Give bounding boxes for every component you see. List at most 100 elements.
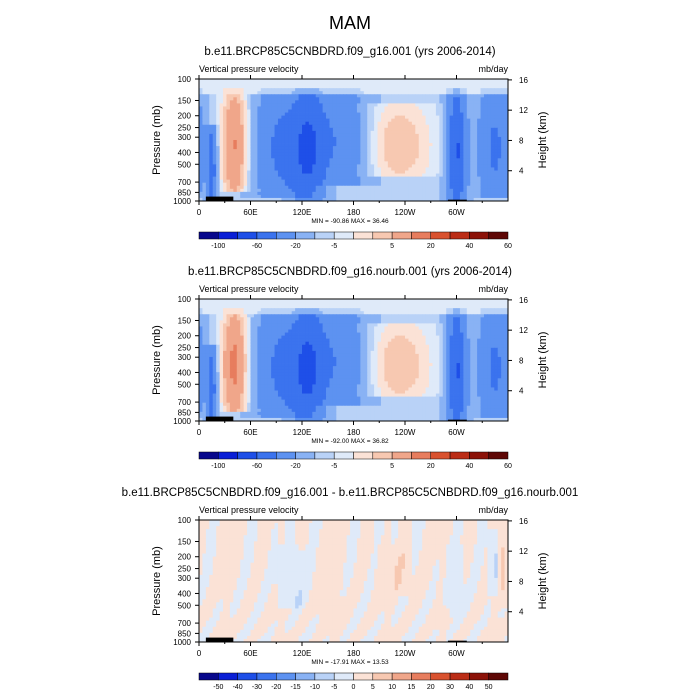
field-cell xyxy=(380,100,385,104)
field-cell xyxy=(504,130,509,135)
field-cell xyxy=(257,85,262,89)
field-cell xyxy=(459,314,464,318)
field-cell xyxy=(435,161,440,165)
field-cell xyxy=(205,143,210,147)
field-cell xyxy=(267,112,272,116)
field-cell xyxy=(253,79,258,83)
field-cell xyxy=(350,179,354,184)
field-cell xyxy=(453,109,457,113)
field-cell xyxy=(281,146,286,150)
field-cell xyxy=(446,155,451,159)
field-cell xyxy=(483,85,488,89)
field-cell xyxy=(339,133,344,138)
field-cell xyxy=(332,133,337,138)
field-cell xyxy=(487,133,492,138)
field-cell xyxy=(336,88,341,92)
field-cell xyxy=(291,167,296,171)
field-cell xyxy=(480,133,485,138)
field-cell xyxy=(387,302,392,306)
field-cell xyxy=(439,82,444,86)
field-cell xyxy=(418,133,423,138)
field-cell xyxy=(463,179,468,184)
field-cell xyxy=(466,97,471,101)
field-cell xyxy=(253,332,258,336)
field-cell xyxy=(356,176,361,181)
colorbar-swatch xyxy=(449,231,470,240)
field-cell xyxy=(490,106,495,110)
field-cell xyxy=(209,97,214,101)
field-cell xyxy=(435,146,440,150)
field-cell xyxy=(487,91,492,95)
field-cell xyxy=(473,182,478,187)
field-cell xyxy=(202,115,207,120)
field-cell xyxy=(326,167,330,171)
field-cell xyxy=(312,136,317,141)
field-cell xyxy=(216,100,220,104)
field-cell xyxy=(308,149,313,153)
field-cell xyxy=(253,124,258,129)
field-cell xyxy=(319,143,323,147)
field-cell xyxy=(391,103,396,107)
field-cell xyxy=(501,332,505,336)
field-cell xyxy=(429,161,433,165)
field-cell xyxy=(236,170,241,174)
field-cell xyxy=(277,152,282,156)
field-cell xyxy=(418,88,423,92)
field-cell xyxy=(473,103,478,107)
field-cell xyxy=(260,127,265,132)
field-cell xyxy=(216,118,220,123)
field-cell xyxy=(298,91,303,95)
field-cell xyxy=(202,326,207,330)
field-cell xyxy=(384,79,389,83)
field-cell xyxy=(384,106,389,110)
field-cell xyxy=(308,188,313,193)
field-cell xyxy=(291,88,296,92)
field-cell xyxy=(360,167,365,171)
field-cell xyxy=(298,85,303,89)
field-cell xyxy=(442,176,447,181)
field-cell xyxy=(326,115,330,120)
field-cell xyxy=(343,182,348,187)
field-cell xyxy=(305,332,310,336)
field-cell xyxy=(446,179,451,184)
field-cell xyxy=(243,146,248,150)
field-cell xyxy=(377,100,382,104)
field-cell xyxy=(339,188,344,193)
field-cell xyxy=(480,311,485,315)
field-cell xyxy=(295,136,299,141)
field-cell xyxy=(425,329,430,333)
field-cell xyxy=(219,121,224,126)
field-cell xyxy=(305,188,310,193)
field-cell xyxy=(212,118,217,123)
field-cell xyxy=(449,338,454,343)
field-cell xyxy=(408,302,413,306)
field-cell xyxy=(422,326,426,330)
field-cell xyxy=(202,94,207,98)
field-cell xyxy=(271,311,275,315)
field-cell xyxy=(466,112,471,116)
field-cell xyxy=(487,85,492,89)
field-cell xyxy=(401,179,406,184)
field-cell xyxy=(405,124,409,129)
field-cell xyxy=(281,176,286,181)
field-cell xyxy=(435,136,440,141)
field-cell xyxy=(494,136,499,141)
field-cell xyxy=(446,121,451,126)
field-cell xyxy=(322,121,327,126)
field-cell xyxy=(308,194,313,199)
field-cell xyxy=(205,173,210,177)
field-cell xyxy=(483,100,488,104)
field-cell xyxy=(219,164,224,168)
field-cell xyxy=(271,103,275,107)
field-cell xyxy=(391,179,396,184)
units-label: mb/day xyxy=(478,284,508,294)
field-cell xyxy=(384,158,389,162)
field-cell xyxy=(394,161,399,165)
field-cell xyxy=(336,185,341,190)
field-cell xyxy=(319,127,323,132)
field-cell xyxy=(490,91,495,95)
field-cell xyxy=(250,152,255,156)
field-cell xyxy=(264,82,269,86)
field-cell xyxy=(501,112,505,116)
field-cell xyxy=(216,106,220,110)
